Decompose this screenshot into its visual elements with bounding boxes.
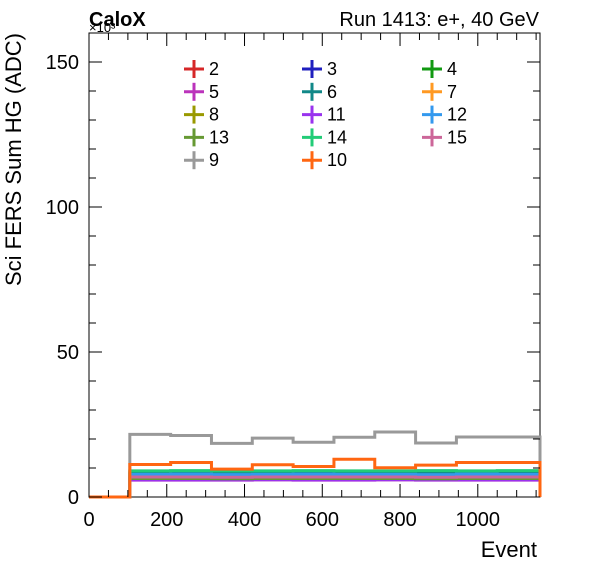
axes-layer: 0 200 400 600 800 1000 0 50 100 150 [46,32,540,531]
series-line-14 [89,469,542,499]
x-tick-label: 1000 [456,509,501,531]
y-tick-label: 100 [46,197,79,219]
y-tick-label: 0 [68,487,79,509]
legend-label-5: 5 [209,82,219,102]
x-tick-label: 0 [83,509,94,531]
legend-label-14: 14 [327,127,347,147]
y-tick-label: 150 [46,52,79,74]
x-tick-label: 800 [383,509,416,531]
legend-label-2: 2 [209,59,219,79]
series-line-12 [89,472,542,499]
x-tick-label: 400 [228,509,261,531]
series-layer [89,430,542,499]
legend-label-3: 3 [327,59,337,79]
legend-label-6: 6 [327,82,337,102]
x-axis-title: Event [481,537,537,562]
y-axis-title: Sci FERS Sum HG (ADC) [1,33,26,286]
run-label: Run 1413: e+, 40 GeV [339,9,539,31]
legend-label-10: 10 [327,150,347,170]
legend-label-12: 12 [447,105,467,125]
legend-label-11: 11 [327,105,346,125]
x-tick-label: 200 [150,509,183,531]
legend-label-7: 7 [447,82,457,102]
series-line-10 [89,457,542,499]
legend-label-4: 4 [447,59,457,79]
legend: 2 3 4 5 6 7 8 11 12 13 14 15 9 10 [184,59,467,170]
legend-label-13: 13 [209,127,229,147]
logo-label: CaloX [89,9,146,31]
series-line-9 [89,430,542,499]
exponent-label: ×10³ [89,20,116,35]
x-tick-label: 600 [306,509,339,531]
series-line-15 [89,475,542,499]
y-tick-label: 50 [57,342,79,364]
legend-label-9: 9 [209,150,219,170]
legend-label-8: 8 [209,105,219,125]
legend-label-15: 15 [447,127,467,147]
